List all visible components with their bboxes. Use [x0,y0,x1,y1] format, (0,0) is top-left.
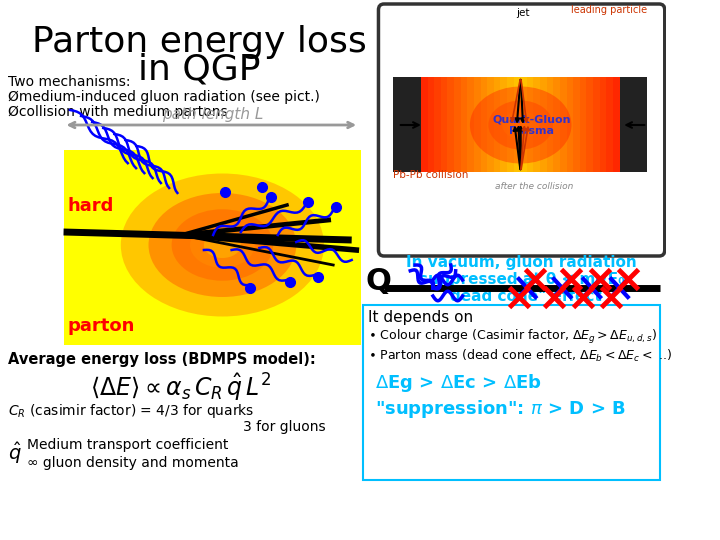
Text: suppressed at θ < m₀/E₀: suppressed at θ < m₀/E₀ [418,272,624,287]
FancyBboxPatch shape [379,4,665,256]
Text: 3 for gluons: 3 for gluons [243,420,326,434]
Text: $\Delta$Eg > $\Delta$Ec > $\Delta$Eb: $\Delta$Eg > $\Delta$Ec > $\Delta$Eb [375,372,541,394]
Text: Pb-Pb collision: Pb-Pb collision [393,170,469,180]
Bar [447,77,455,172]
Text: Q: Q [366,267,392,296]
Text: Medium transport coefficient: Medium transport coefficient [27,438,228,452]
Bar [474,77,482,172]
Text: in QGP: in QGP [138,52,261,86]
Bar [580,77,588,172]
Text: Quark-Gluon
Plasma: Quark-Gluon Plasma [492,114,571,136]
Text: "suppression": $\pi$ > D > B: "suppression": $\pi$ > D > B [375,398,626,420]
Text: Øcollision with medium partons: Øcollision with medium partons [8,105,228,119]
Bar [428,77,435,172]
Bar [63,150,361,345]
Text: parton: parton [67,317,135,335]
Ellipse shape [503,111,539,139]
Text: $\bullet$ Colour charge (Casimir factor, $\Delta E_g$$>$$\Delta E_{u,d,s}$): $\bullet$ Colour charge (Casimir factor,… [369,328,657,346]
Ellipse shape [121,173,324,316]
Bar [507,77,515,172]
Text: It depends on: It depends on [369,310,474,325]
Ellipse shape [470,86,572,164]
Bar [494,77,501,172]
Text: $\hat{q}$: $\hat{q}$ [8,440,22,466]
Bar [606,77,614,172]
Bar [586,77,594,172]
Ellipse shape [171,209,273,281]
Bar [393,77,421,172]
Bar [613,77,621,172]
Text: $C_R$ (casimir factor) = 4/3 for quarks: $C_R$ (casimir factor) = 4/3 for quarks [8,402,255,420]
Text: $\bullet$ Parton mass (dead cone effect, $\Delta E_b$$<$$\Delta E_c$$<$ ..): $\bullet$ Parton mass (dead cone effect,… [369,348,672,364]
Text: jet: jet [516,8,530,18]
Bar [521,77,528,172]
Bar [593,77,600,172]
Ellipse shape [148,193,296,297]
Bar [487,77,495,172]
Bar [480,77,488,172]
Bar [546,77,554,172]
Bar [540,77,548,172]
Bar [421,77,428,172]
Text: leading particle: leading particle [571,5,647,15]
Text: Average energy loss (BDMPS model):: Average energy loss (BDMPS model): [8,352,316,367]
Ellipse shape [488,100,553,150]
Text: Ømedium-induced gluon radiation (see pict.): Ømedium-induced gluon radiation (see pic… [8,90,320,104]
Bar [500,77,508,172]
Bar [467,77,474,172]
Text: Parton energy loss: Parton energy loss [32,25,366,59]
Bar [553,77,561,172]
Bar [560,77,567,172]
Text: hard: hard [67,197,114,215]
Bar [619,77,647,172]
Bar [461,77,468,172]
Text: $\langle\Delta E\rangle \propto \alpha_s\, C_R\, \hat{q}\, L^2$: $\langle\Delta E\rangle \propto \alpha_s… [90,372,271,404]
Bar [363,305,660,480]
Bar [441,77,449,172]
Text: "dead cone" effect: "dead cone" effect [442,289,601,304]
Ellipse shape [204,232,241,258]
Bar [600,77,607,172]
Text: after the collision: after the collision [495,182,573,191]
Bar [567,77,574,172]
Text: In vacuum, gluon radiation: In vacuum, gluon radiation [406,255,637,270]
Bar [573,77,581,172]
Bar [454,77,462,172]
Bar [513,77,521,172]
Text: ∞ gluon density and momenta: ∞ gluon density and momenta [27,456,238,470]
Bar [434,77,442,172]
Text: path length L: path length L [163,107,264,122]
Bar [527,77,534,172]
Text: Two mechanisms:: Two mechanisms: [8,75,130,89]
Bar [534,77,541,172]
Ellipse shape [190,222,255,268]
